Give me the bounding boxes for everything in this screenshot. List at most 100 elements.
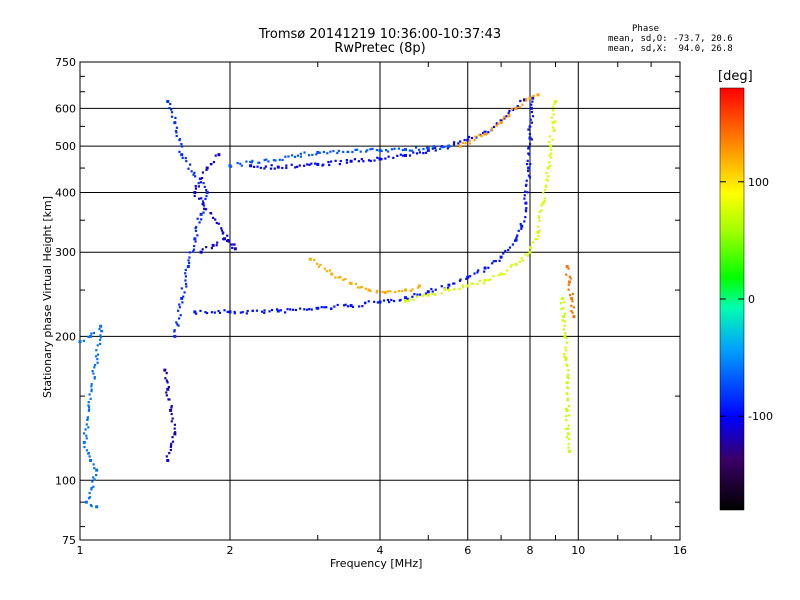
- data-point: [298, 164, 301, 167]
- colorbar-tick-label: -100: [748, 410, 773, 423]
- data-point: [268, 310, 271, 313]
- y-tick-label: 600: [55, 102, 76, 115]
- data-point: [93, 366, 96, 369]
- data-point: [375, 148, 378, 152]
- data-point: [388, 300, 391, 304]
- data-point: [195, 225, 198, 229]
- data-point: [279, 309, 282, 312]
- data-point: [92, 476, 95, 479]
- data-point: [163, 368, 167, 372]
- data-point: [565, 407, 568, 410]
- data-point: [336, 151, 339, 155]
- data-point: [487, 278, 490, 282]
- data-point: [565, 436, 568, 439]
- data-point: [476, 271, 479, 274]
- data-point: [187, 167, 190, 170]
- data-point: [567, 446, 570, 449]
- data-point: [308, 257, 312, 261]
- data-point: [231, 246, 234, 249]
- data-point: [490, 127, 493, 130]
- data-point: [565, 363, 568, 366]
- data-point: [201, 200, 205, 203]
- data-point: [386, 150, 390, 153]
- data-point: [489, 278, 492, 281]
- data-point: [543, 199, 546, 203]
- data-point: [567, 405, 570, 408]
- data-point: [195, 312, 198, 315]
- data-point: [263, 158, 266, 162]
- data-point: [209, 211, 212, 215]
- data-point: [336, 303, 339, 307]
- data-point: [527, 174, 531, 177]
- data-point: [263, 167, 266, 170]
- data-point: [337, 149, 340, 152]
- data-point: [87, 409, 90, 412]
- data-point: [89, 458, 93, 462]
- data-point: [561, 319, 564, 322]
- data-point: [194, 184, 197, 188]
- data-point: [166, 458, 170, 462]
- data-point: [459, 140, 462, 143]
- data-point: [499, 255, 503, 259]
- data-points: [78, 93, 576, 509]
- data-point: [342, 304, 346, 307]
- data-point: [322, 163, 325, 166]
- data-point: [99, 334, 102, 337]
- data-point: [487, 131, 490, 134]
- data-point: [357, 160, 360, 163]
- data-point: [241, 311, 244, 314]
- data-point: [367, 288, 371, 292]
- data-point: [205, 166, 209, 170]
- data-point: [364, 150, 368, 153]
- data-point: [249, 160, 252, 164]
- data-point: [256, 165, 259, 168]
- data-point: [414, 146, 418, 149]
- data-point: [515, 236, 518, 239]
- data-point: [221, 232, 224, 235]
- data-point: [403, 288, 407, 292]
- data-point: [164, 377, 167, 380]
- data-point: [566, 393, 569, 396]
- data-point: [528, 136, 532, 140]
- data-point: [180, 153, 184, 157]
- data-point: [86, 416, 89, 419]
- data-point: [505, 115, 508, 118]
- data-point: [495, 122, 498, 125]
- data-point: [529, 106, 533, 110]
- data-point: [273, 167, 276, 170]
- data-point: [560, 308, 563, 311]
- data-point: [220, 229, 224, 232]
- data-point: [528, 176, 532, 179]
- data-point: [565, 415, 568, 418]
- data-point: [452, 141, 456, 144]
- data-point: [223, 309, 226, 312]
- data-point: [440, 145, 443, 148]
- data-point: [90, 488, 93, 491]
- data-point: [173, 329, 176, 332]
- data-point: [362, 160, 365, 163]
- data-point: [565, 427, 568, 430]
- data-point: [403, 154, 407, 158]
- data-point: [565, 273, 568, 276]
- data-point: [88, 491, 91, 495]
- data-point: [184, 268, 187, 271]
- data-point: [544, 188, 547, 192]
- data-point: [528, 125, 531, 128]
- data-point: [201, 248, 204, 251]
- data-point: [529, 246, 532, 249]
- data-point: [205, 188, 208, 192]
- data-point: [478, 279, 482, 283]
- data-point: [426, 148, 430, 152]
- data-point: [562, 306, 565, 310]
- y-tick-label: 75: [62, 534, 76, 547]
- data-point: [329, 160, 333, 163]
- data-point: [281, 158, 284, 162]
- data-point: [566, 375, 569, 379]
- data-point: [87, 404, 90, 407]
- data-point: [318, 151, 321, 154]
- data-point: [186, 265, 190, 269]
- data-point: [514, 238, 518, 242]
- data-point: [275, 308, 279, 311]
- data-point: [530, 110, 534, 114]
- data-point: [169, 445, 172, 449]
